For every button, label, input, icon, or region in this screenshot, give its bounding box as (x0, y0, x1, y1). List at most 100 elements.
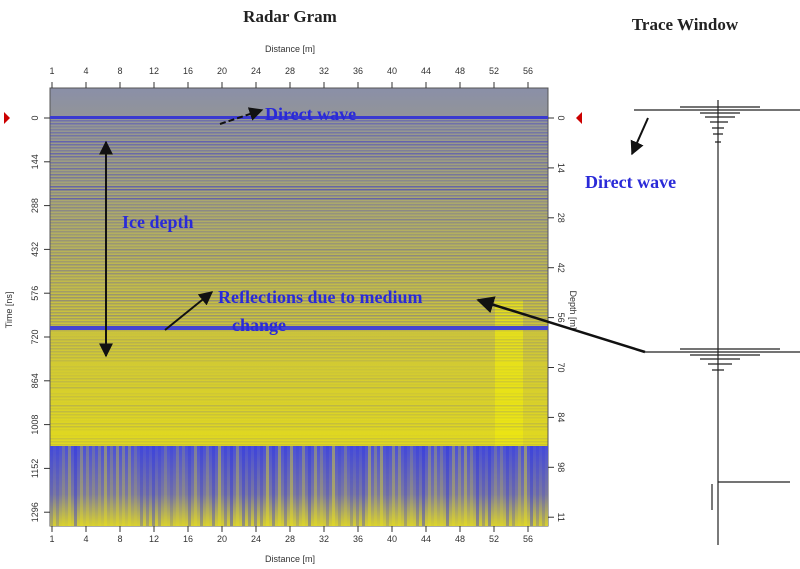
ann-reflections-1: Reflections due to medium (218, 287, 422, 307)
stripe (50, 147, 548, 149)
column (86, 446, 89, 526)
stripe (50, 123, 548, 125)
stripe (50, 429, 548, 431)
stripe (50, 384, 548, 386)
x-tick-bottom: 36 (353, 534, 363, 544)
radargram-title: Radar Gram (243, 7, 337, 26)
column (452, 446, 455, 526)
column (392, 446, 395, 526)
x-tick-top: 44 (421, 66, 431, 76)
column (80, 446, 83, 526)
column (278, 446, 281, 526)
stripe (50, 156, 548, 158)
stripe (50, 381, 548, 383)
column (332, 446, 335, 526)
stripe (50, 321, 548, 323)
stripe (50, 330, 548, 332)
x-tick-bottom: 52 (489, 534, 499, 544)
column (542, 446, 545, 526)
time-tick: 432 (30, 242, 40, 257)
column (218, 446, 221, 526)
stripe (50, 231, 548, 233)
stripe (50, 267, 548, 269)
x-tick-bottom: 56 (523, 534, 533, 544)
column (122, 446, 125, 526)
x-tick-top: 28 (285, 66, 295, 76)
column (356, 446, 359, 526)
depth-tick: 98 (556, 462, 566, 472)
column (296, 446, 299, 526)
column (506, 446, 509, 526)
column (128, 446, 131, 526)
column (344, 446, 347, 526)
column (338, 446, 341, 526)
stripe (50, 159, 548, 161)
x-tick-bottom: 16 (183, 534, 193, 544)
column (92, 446, 95, 526)
depth-tick: 28 (556, 213, 566, 223)
depth-tick: 11 (556, 513, 566, 522)
depth-tick: 14 (556, 163, 566, 173)
stripe (50, 294, 548, 296)
column (482, 446, 485, 526)
radargram-image (49, 87, 549, 527)
depth-tick: 56 (556, 313, 566, 323)
stripe (50, 177, 548, 179)
column (194, 446, 197, 526)
stripe (50, 396, 548, 398)
stripe (50, 276, 548, 278)
column (410, 446, 413, 526)
ann-reflections-2: change (232, 315, 286, 335)
column (536, 446, 539, 526)
stripe (50, 129, 548, 131)
column (164, 446, 167, 526)
stripe (50, 153, 548, 155)
stripe (50, 210, 548, 212)
column (254, 446, 257, 526)
stripe (50, 318, 548, 320)
column (476, 446, 479, 526)
stripe (50, 324, 548, 326)
stripe (50, 378, 548, 380)
stripe (50, 399, 548, 401)
column (386, 446, 389, 526)
column (428, 446, 431, 526)
depth-tick: 0 (556, 115, 566, 120)
time-tick: 576 (30, 286, 40, 301)
stripe (50, 333, 548, 335)
column (314, 446, 317, 526)
trace-title: Trace Window (632, 15, 739, 34)
stripe (50, 252, 548, 254)
column (224, 446, 227, 526)
column (362, 446, 365, 526)
annotations: Direct wave Ice depth Reflections due to… (99, 104, 676, 358)
column (188, 446, 191, 526)
time-tick: 0 (30, 115, 40, 120)
stripe (50, 207, 548, 209)
x-tick-bottom: 12 (149, 534, 159, 544)
x-tick-top: 16 (183, 66, 193, 76)
column (512, 446, 515, 526)
column (518, 446, 521, 526)
arrow (630, 117, 649, 156)
stripe (50, 357, 548, 359)
column (98, 446, 101, 526)
column (422, 446, 425, 526)
stripe (50, 312, 548, 314)
stripe (50, 141, 548, 143)
stripe (50, 270, 548, 272)
x-tick-bottom: 8 (117, 534, 122, 544)
stripe (50, 120, 548, 122)
column (212, 446, 215, 526)
column (146, 446, 149, 526)
stripe (50, 213, 548, 215)
stripe (50, 258, 548, 260)
ann-direct-wave: Direct wave (265, 104, 356, 124)
x-tick-bottom: 4 (83, 534, 88, 544)
marker-left (4, 112, 10, 124)
column (266, 446, 269, 526)
column (290, 446, 293, 526)
column (494, 446, 497, 526)
depth-tick: 42 (556, 263, 566, 273)
stripe (50, 342, 548, 344)
